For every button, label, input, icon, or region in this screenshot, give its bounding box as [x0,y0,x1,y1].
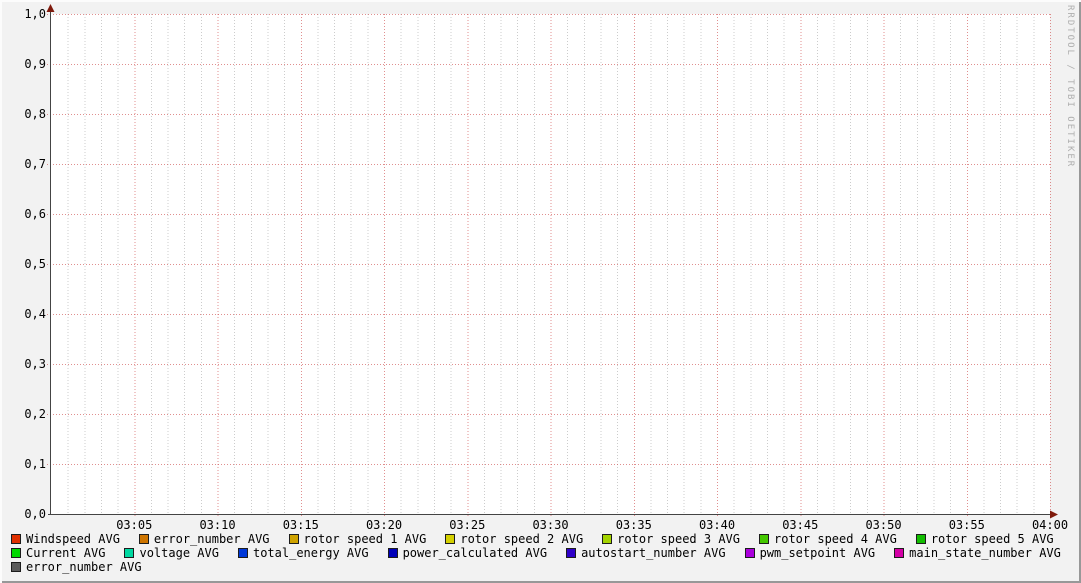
x-tick-label: 03:30 [532,518,568,532]
legend-swatch-icon [915,534,926,544]
legend-item: power_calculated AVG [387,546,548,560]
legend-item: total_energy AVG [237,546,369,560]
legend-label: main_state_number AVG [909,546,1061,560]
y-tick-label: 0,9 [24,57,46,71]
legend-item: main_state_number AVG [894,546,1061,560]
legend-swatch-icon [11,562,21,572]
legend-item: Current AVG [11,546,105,560]
legend-label: power_calculated AVG [402,546,548,560]
legend-item: pwm_setpoint AVG [744,546,876,560]
legend-item: rotor speed 3 AVG [602,532,740,546]
legend-label: Current AVG [26,546,106,560]
legend-item: error_number AVG [11,560,142,574]
legend-label: total_energy AVG [252,546,369,560]
x-tick-label: 03:35 [616,518,652,532]
y-axis-arrow-icon [46,4,55,12]
legend-label: Windspeed AVG [26,532,120,546]
x-tick-label: 03:20 [366,518,402,532]
legend-swatch-icon [138,534,149,544]
legend-label: rotor speed 4 AVG [774,532,897,546]
legend-label: rotor speed 5 AVG [930,532,1054,546]
legend-swatch-icon [894,548,905,558]
y-tick-label: 0,6 [24,207,46,221]
y-tick-label: 0,2 [24,407,46,421]
legend-swatch-icon [237,548,248,558]
legend-item: rotor speed 4 AVG [759,532,897,546]
x-axis-arrow-icon [1050,510,1058,519]
legend-swatch-icon [387,548,398,558]
legend-swatch-icon [759,534,769,544]
y-tick-label: 0,0 [24,507,46,521]
legend-swatch-icon [11,534,21,544]
legend-row: Windspeed AVG error_number AVG rotor speed… [11,532,1075,546]
x-tick-label: 03:15 [283,518,319,532]
legend-item: rotor speed 2 AVG [445,532,583,546]
y-tick-label: 0,8 [24,107,46,121]
legend-swatch-icon [566,548,577,558]
legend-swatch-icon [288,534,299,544]
legend-swatch-icon [11,548,21,558]
rrdtool-watermark: RRDTOOL / TOBI OETIKER [1065,5,1075,169]
legend-label: autostart_number AVG [581,546,726,560]
y-tick-label: 1,0 [24,7,46,21]
legend-swatch-icon [124,548,135,558]
legend-item: voltage AVG [124,546,219,560]
y-tick-label: 0,1 [24,457,46,471]
legend-label: rotor speed 2 AVG [460,532,584,546]
y-tick-label: 0,7 [24,157,46,171]
y-tick-label: 0,3 [24,357,46,371]
x-tick-label: 04:00 [1032,518,1068,532]
x-tick-label: 03:40 [699,518,735,532]
legend-row: Current AVG voltage AVG total_energy AVG po… [11,546,1075,560]
legend-label: rotor speed 3 AVG [617,532,740,546]
legend-item: rotor speed 5 AVG [915,532,1054,546]
y-tick-label: 0,5 [24,257,46,271]
legend: Windspeed AVG error_number AVG rotor speed… [11,532,1075,574]
legend-item: Windspeed AVG [11,532,120,546]
legend-label: voltage AVG [139,546,219,560]
legend-label: pwm_setpoint AVG [759,546,876,560]
legend-swatch-icon [602,534,613,544]
x-tick-label: 03:25 [449,518,485,532]
x-tick-label: 03:05 [116,518,152,532]
legend-item: rotor speed 1 AVG [288,532,427,546]
legend-row: error_number AVG [11,560,1075,574]
x-tick-label: 03:50 [865,518,901,532]
legend-swatch-icon [445,534,456,544]
legend-label: rotor speed 1 AVG [303,532,427,546]
x-tick-label: 03:10 [199,518,235,532]
x-tick-label: 03:45 [782,518,818,532]
y-tick-label: 0,4 [24,307,46,321]
legend-swatch-icon [744,548,755,558]
legend-label: error_number AVG [153,532,270,546]
legend-item: error_number AVG [138,532,270,546]
legend-label: error_number AVG [26,560,142,574]
legend-item: autostart_number AVG [566,546,726,560]
x-tick-label: 03:55 [949,518,985,532]
